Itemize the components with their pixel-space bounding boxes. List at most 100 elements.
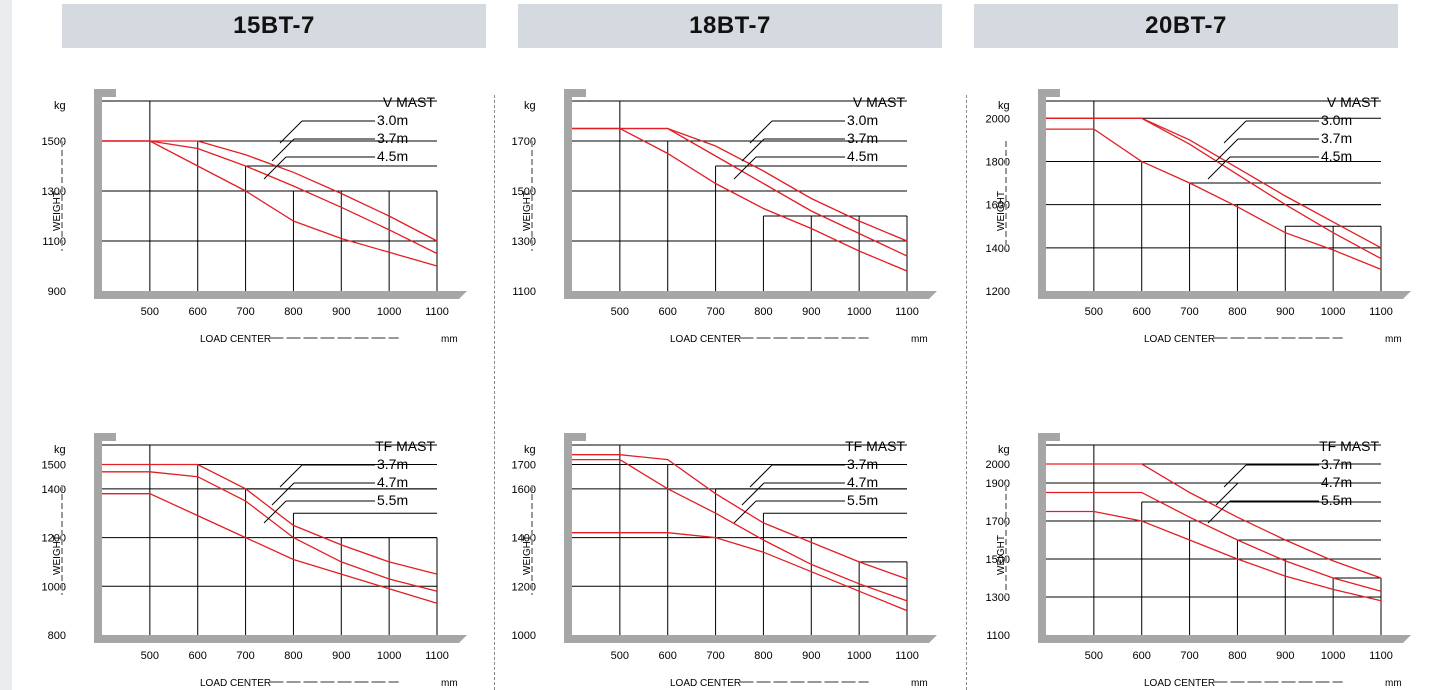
- series-label: 4.7m: [377, 474, 408, 490]
- model-header-15bt7: 15BT-7: [62, 4, 486, 48]
- x-tick-label: 600: [659, 650, 677, 662]
- y-tick-label: 1300: [512, 236, 536, 248]
- series-label: 3.7m: [1321, 456, 1352, 472]
- x-tick-label: 1100: [895, 306, 919, 318]
- x-tick-label: 800: [1228, 650, 1246, 662]
- series-line-3-7m: [1046, 117, 1382, 260]
- leader-arrow: [279, 464, 303, 488]
- x-tick-label: 900: [1276, 650, 1294, 662]
- series-line-4-5m: [1046, 128, 1382, 271]
- x-tick-label: 800: [284, 306, 302, 318]
- chart-15bt-7-v-mast: V MAST 3.0m 3.7m 4.5m 900 1100 1300 1500 500 600 7…: [42, 89, 467, 345]
- series-line-3-7m: [102, 463, 438, 575]
- leader-arrow: [1215, 138, 1239, 162]
- y-tick-label: 1500: [42, 459, 66, 471]
- y-tick-label: 1500: [42, 136, 66, 148]
- leader-arrow: [263, 500, 287, 524]
- series-line-4-7m: [572, 458, 908, 602]
- y-tick-label: 1000: [512, 630, 536, 642]
- mast-title: V MAST: [383, 94, 436, 110]
- x-unit-label: mm: [441, 334, 458, 345]
- leader-arrow: [733, 156, 757, 180]
- y-axis-label: WEIGHT: [522, 535, 533, 575]
- x-tick-label: 500: [141, 306, 159, 318]
- y-tick-label: 1400: [986, 243, 1010, 255]
- leader-arrow: [1207, 500, 1231, 524]
- chart-20bt-7-tf-mast: TF MAST 3.7m 4.7m 5.5m 1100 1300 1500 1700 1900 2…: [986, 433, 1411, 689]
- mast-title: V MAST: [1327, 94, 1380, 110]
- x-tick-label: 500: [1085, 650, 1103, 662]
- x-tick-label: 1000: [377, 306, 401, 318]
- x-unit-label: mm: [911, 334, 928, 345]
- y-tick-label: 1100: [512, 286, 536, 298]
- x-tick-label: 800: [754, 306, 772, 318]
- x-tick-label: 1100: [1369, 650, 1393, 662]
- y-unit-label: kg: [524, 444, 536, 456]
- x-tick-label: 900: [332, 650, 350, 662]
- x-tick-label: 500: [611, 650, 629, 662]
- x-tick-label: 1100: [425, 650, 449, 662]
- x-tick-label: 1100: [1369, 306, 1393, 318]
- y-tick-label: 2000: [986, 113, 1010, 125]
- x-axis-label: LOAD CENTER: [670, 678, 741, 689]
- x-tick-label: 900: [1276, 306, 1294, 318]
- series-label: 5.5m: [377, 492, 408, 508]
- x-axis-label: LOAD CENTER: [670, 334, 741, 345]
- y-tick-label: 1600: [986, 200, 1010, 212]
- series-label: 3.0m: [847, 112, 878, 128]
- x-tick-label: 1000: [847, 650, 871, 662]
- series-label: 3.7m: [377, 456, 408, 472]
- x-tick-label: 800: [754, 650, 772, 662]
- x-unit-label: mm: [1385, 678, 1402, 689]
- series-label: 3.7m: [1321, 130, 1352, 146]
- y-tick-label: 1100: [42, 236, 66, 248]
- series-label: 3.0m: [377, 112, 408, 128]
- x-tick-label: 700: [236, 306, 254, 318]
- series-line-3-0m: [102, 140, 438, 242]
- leader-arrow: [749, 464, 773, 488]
- x-axis-label: LOAD CENTER: [1144, 334, 1215, 345]
- series-line-5-5m: [572, 532, 908, 612]
- mast-title: TF MAST: [375, 438, 435, 454]
- x-tick-label: 600: [1133, 306, 1151, 318]
- column-divider-1: [494, 95, 495, 690]
- y-unit-label: kg: [998, 444, 1010, 456]
- x-tick-label: 1000: [1321, 650, 1345, 662]
- x-tick-label: 600: [189, 650, 207, 662]
- series-label: 4.5m: [377, 148, 408, 164]
- x-tick-label: 1000: [847, 306, 871, 318]
- chart-18bt-7-v-mast: V MAST 3.0m 3.7m 4.5m 1100 1300 1500 1700 500 600…: [512, 89, 937, 345]
- series-label: 4.7m: [1321, 474, 1352, 490]
- y-tick-label: 900: [48, 286, 66, 298]
- y-tick-label: 1500: [512, 186, 536, 198]
- series-line-3-7m: [1046, 463, 1382, 579]
- y-tick-label: 1300: [986, 592, 1010, 604]
- y-tick-label: 1400: [512, 533, 536, 545]
- y-tick-label: 1300: [42, 186, 66, 198]
- series-line-4-5m: [102, 140, 438, 267]
- y-tick-label: 1500: [986, 554, 1010, 566]
- series-label: 3.7m: [847, 130, 878, 146]
- x-tick-label: 500: [611, 306, 629, 318]
- x-axis-label: LOAD CENTER: [200, 678, 271, 689]
- x-tick-label: 500: [1085, 306, 1103, 318]
- y-axis-label: WEIGHT: [522, 191, 533, 231]
- series-label: 3.0m: [1321, 112, 1352, 128]
- y-tick-label: 2000: [986, 459, 1010, 471]
- y-tick-label: 1700: [986, 516, 1010, 528]
- leader-arrow: [1223, 464, 1247, 488]
- series-label: 5.5m: [1321, 492, 1352, 508]
- left-margin-strip: [0, 0, 12, 690]
- y-tick-label: 1800: [986, 156, 1010, 168]
- x-unit-label: mm: [441, 678, 458, 689]
- series-label: 3.7m: [377, 130, 408, 146]
- series-line-4-7m: [102, 471, 438, 592]
- x-axis-label: LOAD CENTER: [200, 334, 271, 345]
- y-unit-label: kg: [998, 100, 1010, 112]
- x-tick-label: 700: [706, 650, 724, 662]
- series-line-3-7m: [102, 140, 438, 255]
- y-tick-label: 1200: [42, 533, 66, 545]
- chart-18bt-7-tf-mast: TF MAST 3.7m 4.7m 5.5m 1000 1200 1400 1600 1700 5…: [512, 433, 937, 689]
- y-tick-label: 800: [48, 630, 66, 642]
- mast-title: TF MAST: [845, 438, 905, 454]
